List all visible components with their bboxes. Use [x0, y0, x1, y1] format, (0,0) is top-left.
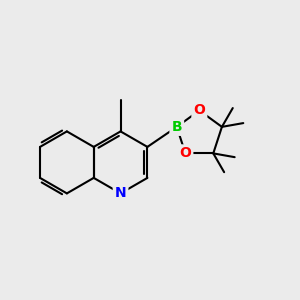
Text: O: O	[194, 103, 205, 118]
Text: N: N	[115, 186, 126, 200]
Text: B: B	[172, 120, 182, 134]
Text: O: O	[179, 146, 191, 161]
